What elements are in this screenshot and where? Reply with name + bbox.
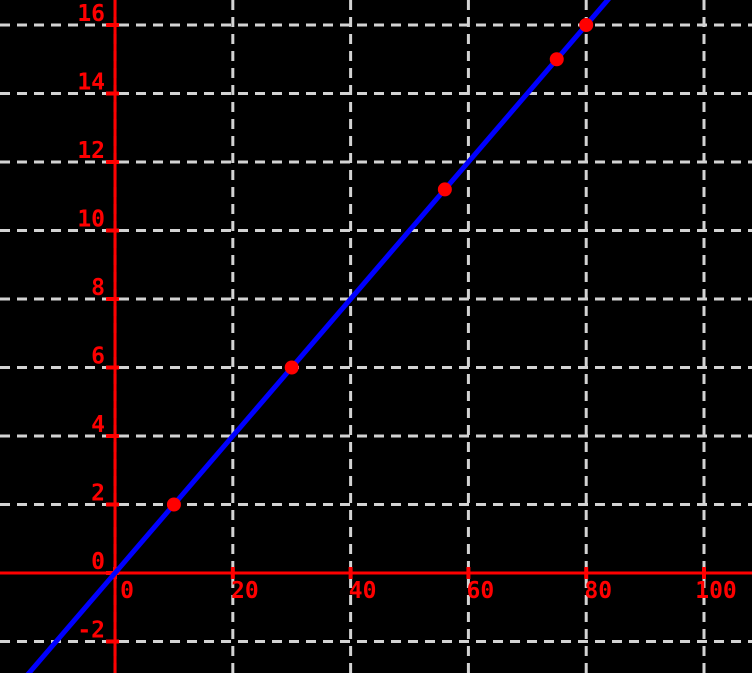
data-point	[166, 497, 181, 512]
y-tick-label: 10	[77, 206, 105, 232]
x-tick-label: 0	[120, 578, 134, 604]
x-tick-label: 80	[584, 578, 612, 604]
y-tick-label: 4	[91, 412, 105, 438]
y-tick-label: 6	[91, 343, 105, 369]
y-tick-label: 2	[91, 480, 105, 506]
y-tick-label: 8	[91, 275, 105, 301]
y-tick-label: 14	[77, 70, 105, 96]
data-point	[579, 18, 594, 33]
x-tick-label: 20	[231, 578, 259, 604]
data-point	[284, 360, 299, 375]
x-tick-label: 100	[695, 578, 737, 604]
y-tick-label: 16	[77, 1, 105, 27]
x-tick-label: 40	[349, 578, 377, 604]
x-tick-label: 60	[467, 578, 495, 604]
data-point	[549, 52, 564, 67]
y-tick-label: -2	[77, 617, 105, 643]
data-point	[437, 182, 452, 197]
y-tick-label: 12	[77, 138, 105, 164]
y-tick-label: 0	[91, 549, 105, 575]
